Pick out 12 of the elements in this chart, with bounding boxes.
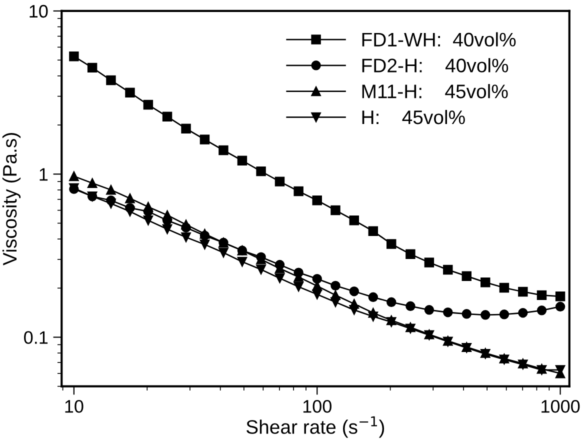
legend-label: M11-H: 45vol% bbox=[362, 84, 508, 98]
y-tick-label: 10 bbox=[30, 4, 48, 18]
y-tick-label: 1 bbox=[40, 168, 48, 181]
y-tick-label: 0.1 bbox=[24, 331, 48, 344]
legend-label: FD2-H: 40vol% bbox=[362, 58, 508, 72]
x-axis-title: Shear rate (s$^{−1}$) bbox=[246, 416, 384, 438]
legend-label: FD1-WH: 40vol% bbox=[362, 32, 516, 47]
x-tick-label: 10 bbox=[65, 400, 84, 413]
x-tick-label: 1000 bbox=[542, 400, 580, 413]
y-axis-title: Viscosity (Pa.s) bbox=[2, 133, 21, 266]
legend-label: H: 45vol% bbox=[362, 110, 465, 124]
x-tick-label: 100 bbox=[303, 400, 332, 413]
